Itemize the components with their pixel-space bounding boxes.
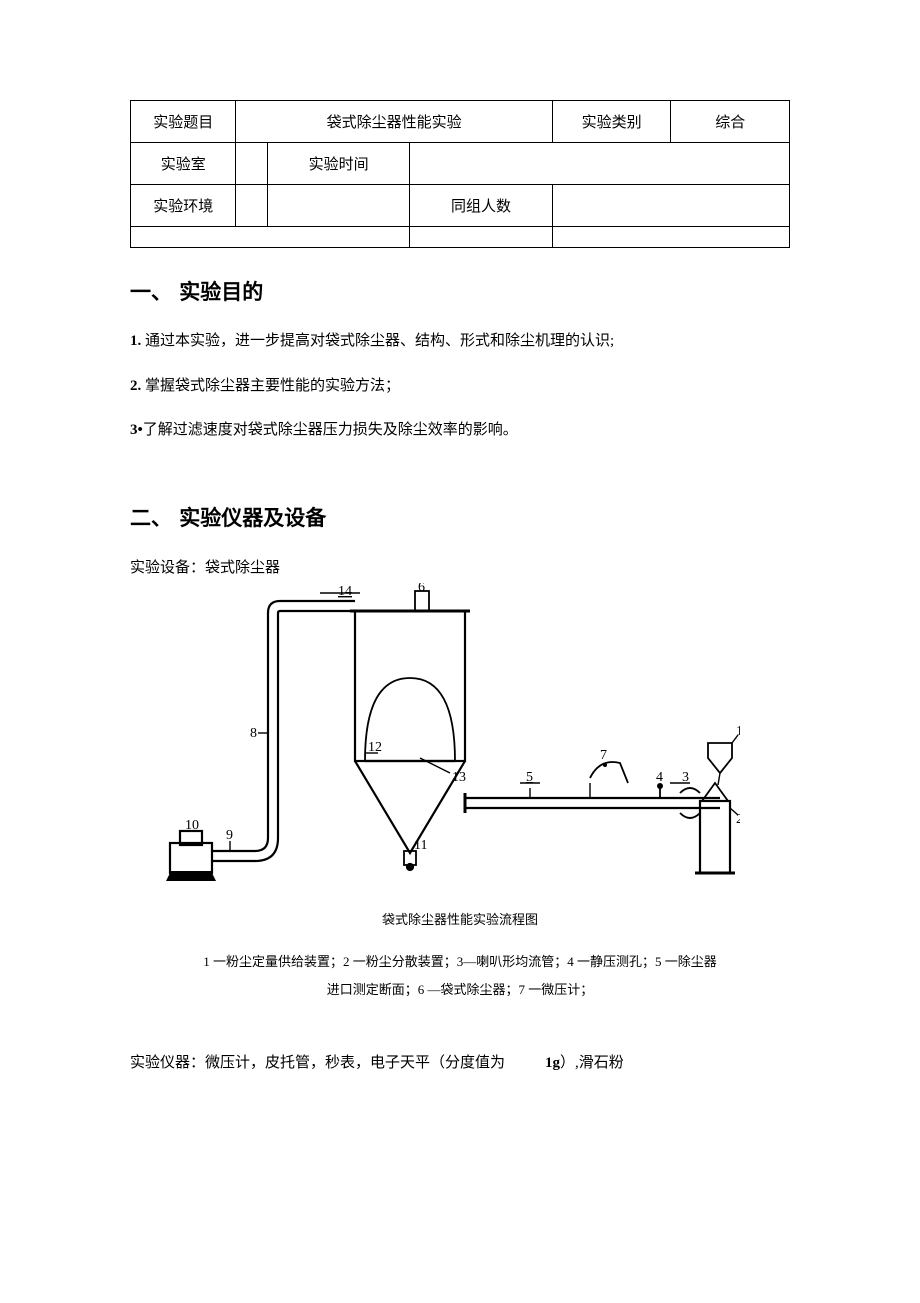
label-10: 10: [185, 818, 199, 833]
blower-base: [170, 843, 212, 873]
label-8: 8: [250, 726, 257, 741]
label-3: 3: [682, 770, 689, 785]
section2-heading: 二、 实验仪器及设备: [130, 502, 790, 532]
cell-blank-row-1: [131, 227, 410, 248]
section1-heading: 一、 实验目的: [130, 276, 790, 306]
cell-time-value: [410, 143, 790, 185]
objective-2: 2. 掌握袋式除尘器主要性能的实验方法；: [130, 375, 790, 398]
label-4: 4: [656, 770, 663, 785]
objective-1: 1. 通过本实验，进一步提高对袋式除尘器、结构、形式和除尘机理的认识;: [130, 330, 790, 353]
diagram-container: 10 9 8 14 6 12 13 11 5 7 4 3 1 2 袋式除尘器性能…: [130, 583, 790, 928]
cell-lab-value: [236, 143, 267, 185]
label-12: 12: [368, 740, 382, 755]
label-5: 5: [526, 770, 533, 785]
diagram-caption: 袋式除尘器性能实验流程图: [130, 909, 790, 928]
objective-2-num: 2.: [130, 378, 141, 394]
cell-category-value: 综合: [671, 101, 790, 143]
cell-category-label: 实验类别: [552, 101, 671, 143]
legend-line-2: 进口测定断面；6 —袋式除尘器；7 一微压计；: [130, 976, 790, 1005]
cell-env-value: [236, 185, 267, 227]
cell-time-label: 实验时间: [267, 143, 409, 185]
legend-line-1: 1 一粉尘定量供给装置；2 一粉尘分散装置；3—喇叭形均流管；4 一静压测孔；5…: [130, 948, 790, 977]
label-14: 14: [338, 584, 352, 599]
objective-2-text: 掌握袋式除尘器主要性能的实验方法；: [141, 378, 400, 394]
objective-3: 3•了解过滤速度对袋式除尘器压力损失及除尘效率的影响。: [130, 419, 790, 442]
label-6: 6: [418, 583, 425, 595]
equipment-label: 实验设备：袋式除尘器: [130, 556, 790, 577]
flow-diagram: 10 9 8 14 6 12 13 11 5 7 4 3 1 2: [160, 583, 740, 903]
cell-blank-1: [267, 185, 409, 227]
label-2: 2: [736, 812, 740, 827]
section2-number: 二、: [130, 502, 174, 532]
cell-blank-row-2: [410, 227, 552, 248]
cell-lab-label: 实验室: [131, 143, 236, 185]
instruments-post: ）,滑石粉: [560, 1055, 624, 1071]
label-7: 7: [600, 748, 607, 763]
diagram-legend: 1 一粉尘定量供给装置；2 一粉尘分散装置；3—喇叭形均流管；4 一静压测孔；5…: [130, 948, 790, 1005]
section1-title: 实验目的: [179, 280, 263, 304]
section1-number: 一、: [130, 276, 174, 306]
instruments-line: 实验仪器：微压计，皮托管，秒表，电子天平（分度值为 1g）,滑石粉: [130, 1051, 790, 1075]
instruments-bold: 1g: [545, 1055, 560, 1071]
feeder-stand: [700, 801, 730, 873]
info-table: 实验题目 袋式除尘器性能实验 实验类别 综合 实验室 实验时间 实验环境 同组人…: [130, 100, 790, 248]
cell-env-label: 实验环境: [131, 185, 236, 227]
label-1: 1: [736, 724, 740, 739]
instruments-pre: 实验仪器：微压计，皮托管，秒表，电子天平（分度值为: [130, 1055, 505, 1071]
label-9: 9: [226, 828, 233, 843]
label-13: 13: [452, 770, 466, 785]
cell-title-label: 实验题目: [131, 101, 236, 143]
cell-group-label: 同组人数: [410, 185, 552, 227]
objective-1-num: 1.: [130, 333, 141, 349]
cell-title-value: 袋式除尘器性能实验: [236, 101, 552, 143]
section2-title: 实验仪器及设备: [179, 506, 326, 530]
label-11: 11: [414, 838, 427, 853]
baghouse-body: [355, 611, 465, 761]
cell-blank-row-3: [552, 227, 789, 248]
objective-1-text: 通过本实验，进一步提高对袋式除尘器、结构、形式和除尘机理的认识;: [141, 333, 614, 349]
cell-group-value: [552, 185, 789, 227]
objective-3-text: 了解过滤速度对袋式除尘器压力损失及除尘效率的影响。: [143, 422, 518, 438]
objective-3-num: 3•: [130, 422, 143, 438]
